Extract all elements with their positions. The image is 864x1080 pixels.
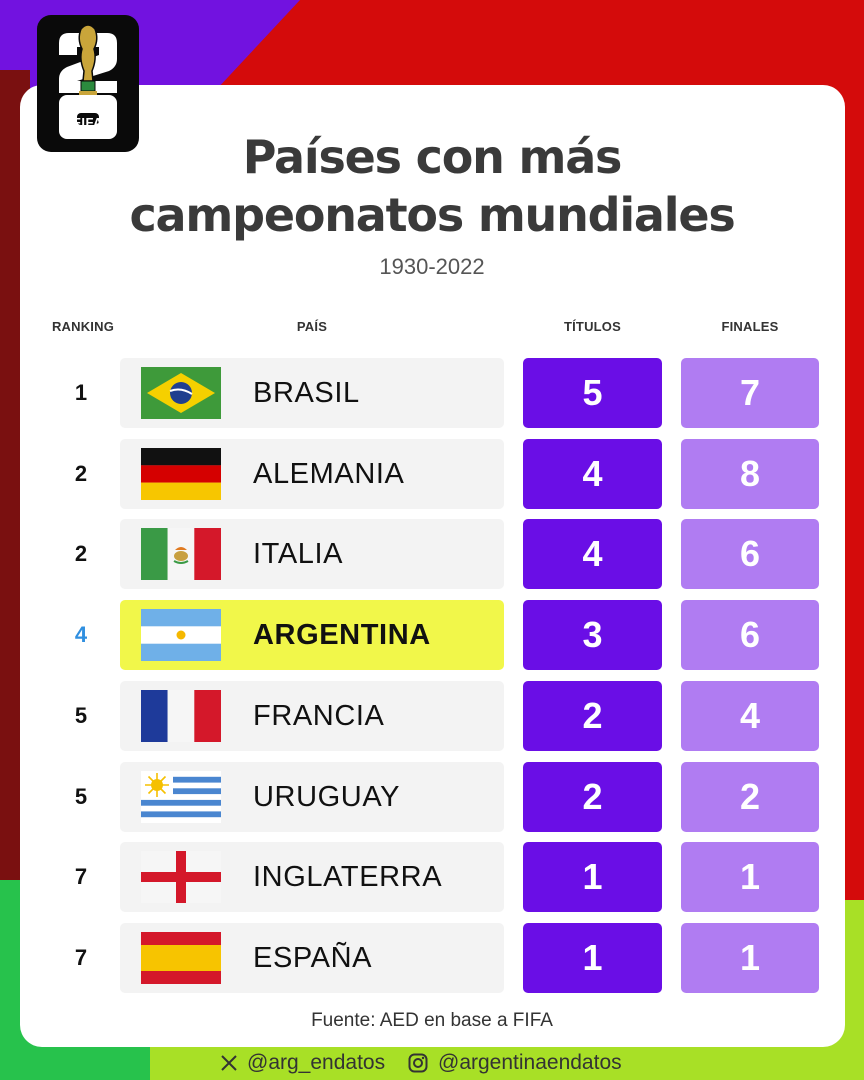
footer-social: @arg_endatos @argentinaendatos: [0, 1046, 864, 1080]
instagram-handle[interactable]: @argentinaendatos: [408, 1046, 628, 1080]
table-row: 2 ITALIA 4 6: [0, 519, 864, 589]
instagram-handle-text: @argentinaendatos: [438, 1051, 622, 1074]
finals-value: 1: [681, 842, 819, 912]
country-cell: ARGENTINA: [120, 600, 504, 670]
rank-value: 7: [74, 945, 88, 970]
titles-value: 2: [523, 681, 662, 751]
fifa-logo-text: FIFA: [72, 115, 104, 130]
rank-value: 7: [74, 864, 88, 889]
table-row: 5 FRANCIA 2 4: [0, 681, 864, 751]
country-name: FRANCIA: [253, 700, 385, 732]
rank-value: 2: [74, 461, 88, 486]
germany-flag-icon: [141, 448, 221, 500]
finals-value: 6: [681, 519, 819, 589]
country-name: BRASIL: [253, 377, 360, 409]
country-cell: ALEMANIA: [120, 439, 504, 509]
uruguay-flag-icon: [141, 771, 221, 823]
table-row: 7 ESPAÑA 1 1: [0, 923, 864, 993]
world-cup-trophy-icon: [59, 24, 117, 139]
page-title: Países con más campeonatos mundiales: [0, 128, 864, 244]
titles-value: 4: [523, 519, 662, 589]
table-row: 1 BRASIL 5 7: [0, 358, 864, 428]
rank-value: 4: [74, 622, 88, 647]
country-name: ITALIA: [253, 538, 344, 570]
finals-value: 1: [681, 923, 819, 993]
finals-value: 6: [681, 600, 819, 670]
rank-value: 5: [74, 784, 88, 809]
table-row: 7 INGLATERRA 1 1: [0, 842, 864, 912]
rank-value: 2: [74, 541, 88, 566]
finals-value: 8: [681, 439, 819, 509]
argentina-flag-icon: [141, 609, 221, 661]
finals-value: 4: [681, 681, 819, 751]
country-cell: ESPAÑA: [120, 923, 504, 993]
france-flag-icon: [141, 690, 221, 742]
x-logo-icon: [221, 1055, 237, 1071]
titles-value: 3: [523, 600, 662, 670]
rank-value: 1: [74, 380, 88, 405]
title-line-1: Países con más: [242, 130, 623, 184]
country-name: ARGENTINA: [253, 619, 431, 651]
titles-value: 5: [523, 358, 662, 428]
title-line-2: campeonatos mundiales: [129, 188, 735, 242]
column-header-titulos: TÍTULOS: [563, 319, 621, 334]
country-name: ESPAÑA: [253, 942, 373, 974]
column-header-ranking: RANKING: [51, 319, 115, 334]
column-header-finales: FINALES: [721, 319, 779, 334]
rank-value: 5: [74, 703, 88, 728]
country-name: INGLATERRA: [253, 861, 443, 893]
instagram-icon: [408, 1053, 428, 1073]
table-row: 2 ALEMANIA 4 8: [0, 439, 864, 509]
finals-value: 2: [681, 762, 819, 832]
x-handle-text: @arg_endatos: [247, 1051, 386, 1074]
table-row: 5 URUGUAY 2 2: [0, 762, 864, 832]
country-cell: URUGUAY: [120, 762, 504, 832]
country-cell: FRANCIA: [120, 681, 504, 751]
finals-value: 7: [681, 358, 819, 428]
subtitle-years: 1930-2022: [379, 254, 485, 279]
spain-flag-icon: [141, 932, 221, 984]
titles-value: 1: [523, 842, 662, 912]
country-name: URUGUAY: [253, 781, 401, 813]
column-header-pais: PAÍS: [296, 319, 328, 334]
country-name: ALEMANIA: [253, 458, 405, 490]
titles-value: 1: [523, 923, 662, 993]
fifa-26-logo: FIFA: [37, 15, 139, 152]
country-cell: INGLATERRA: [120, 842, 504, 912]
x-handle[interactable]: @arg_endatos: [220, 1046, 390, 1080]
mexico-style-flag-icon: [141, 528, 221, 580]
titles-value: 2: [523, 762, 662, 832]
table-row: 4 ARGENTINA 3 6: [0, 600, 864, 670]
brazil-flag-icon: [141, 367, 221, 419]
titles-value: 4: [523, 439, 662, 509]
country-cell: BRASIL: [120, 358, 504, 428]
source-note: Fuente: AED en base a FIFA: [311, 1010, 553, 1031]
country-cell: ITALIA: [120, 519, 504, 589]
england-flag-icon: [141, 851, 221, 903]
